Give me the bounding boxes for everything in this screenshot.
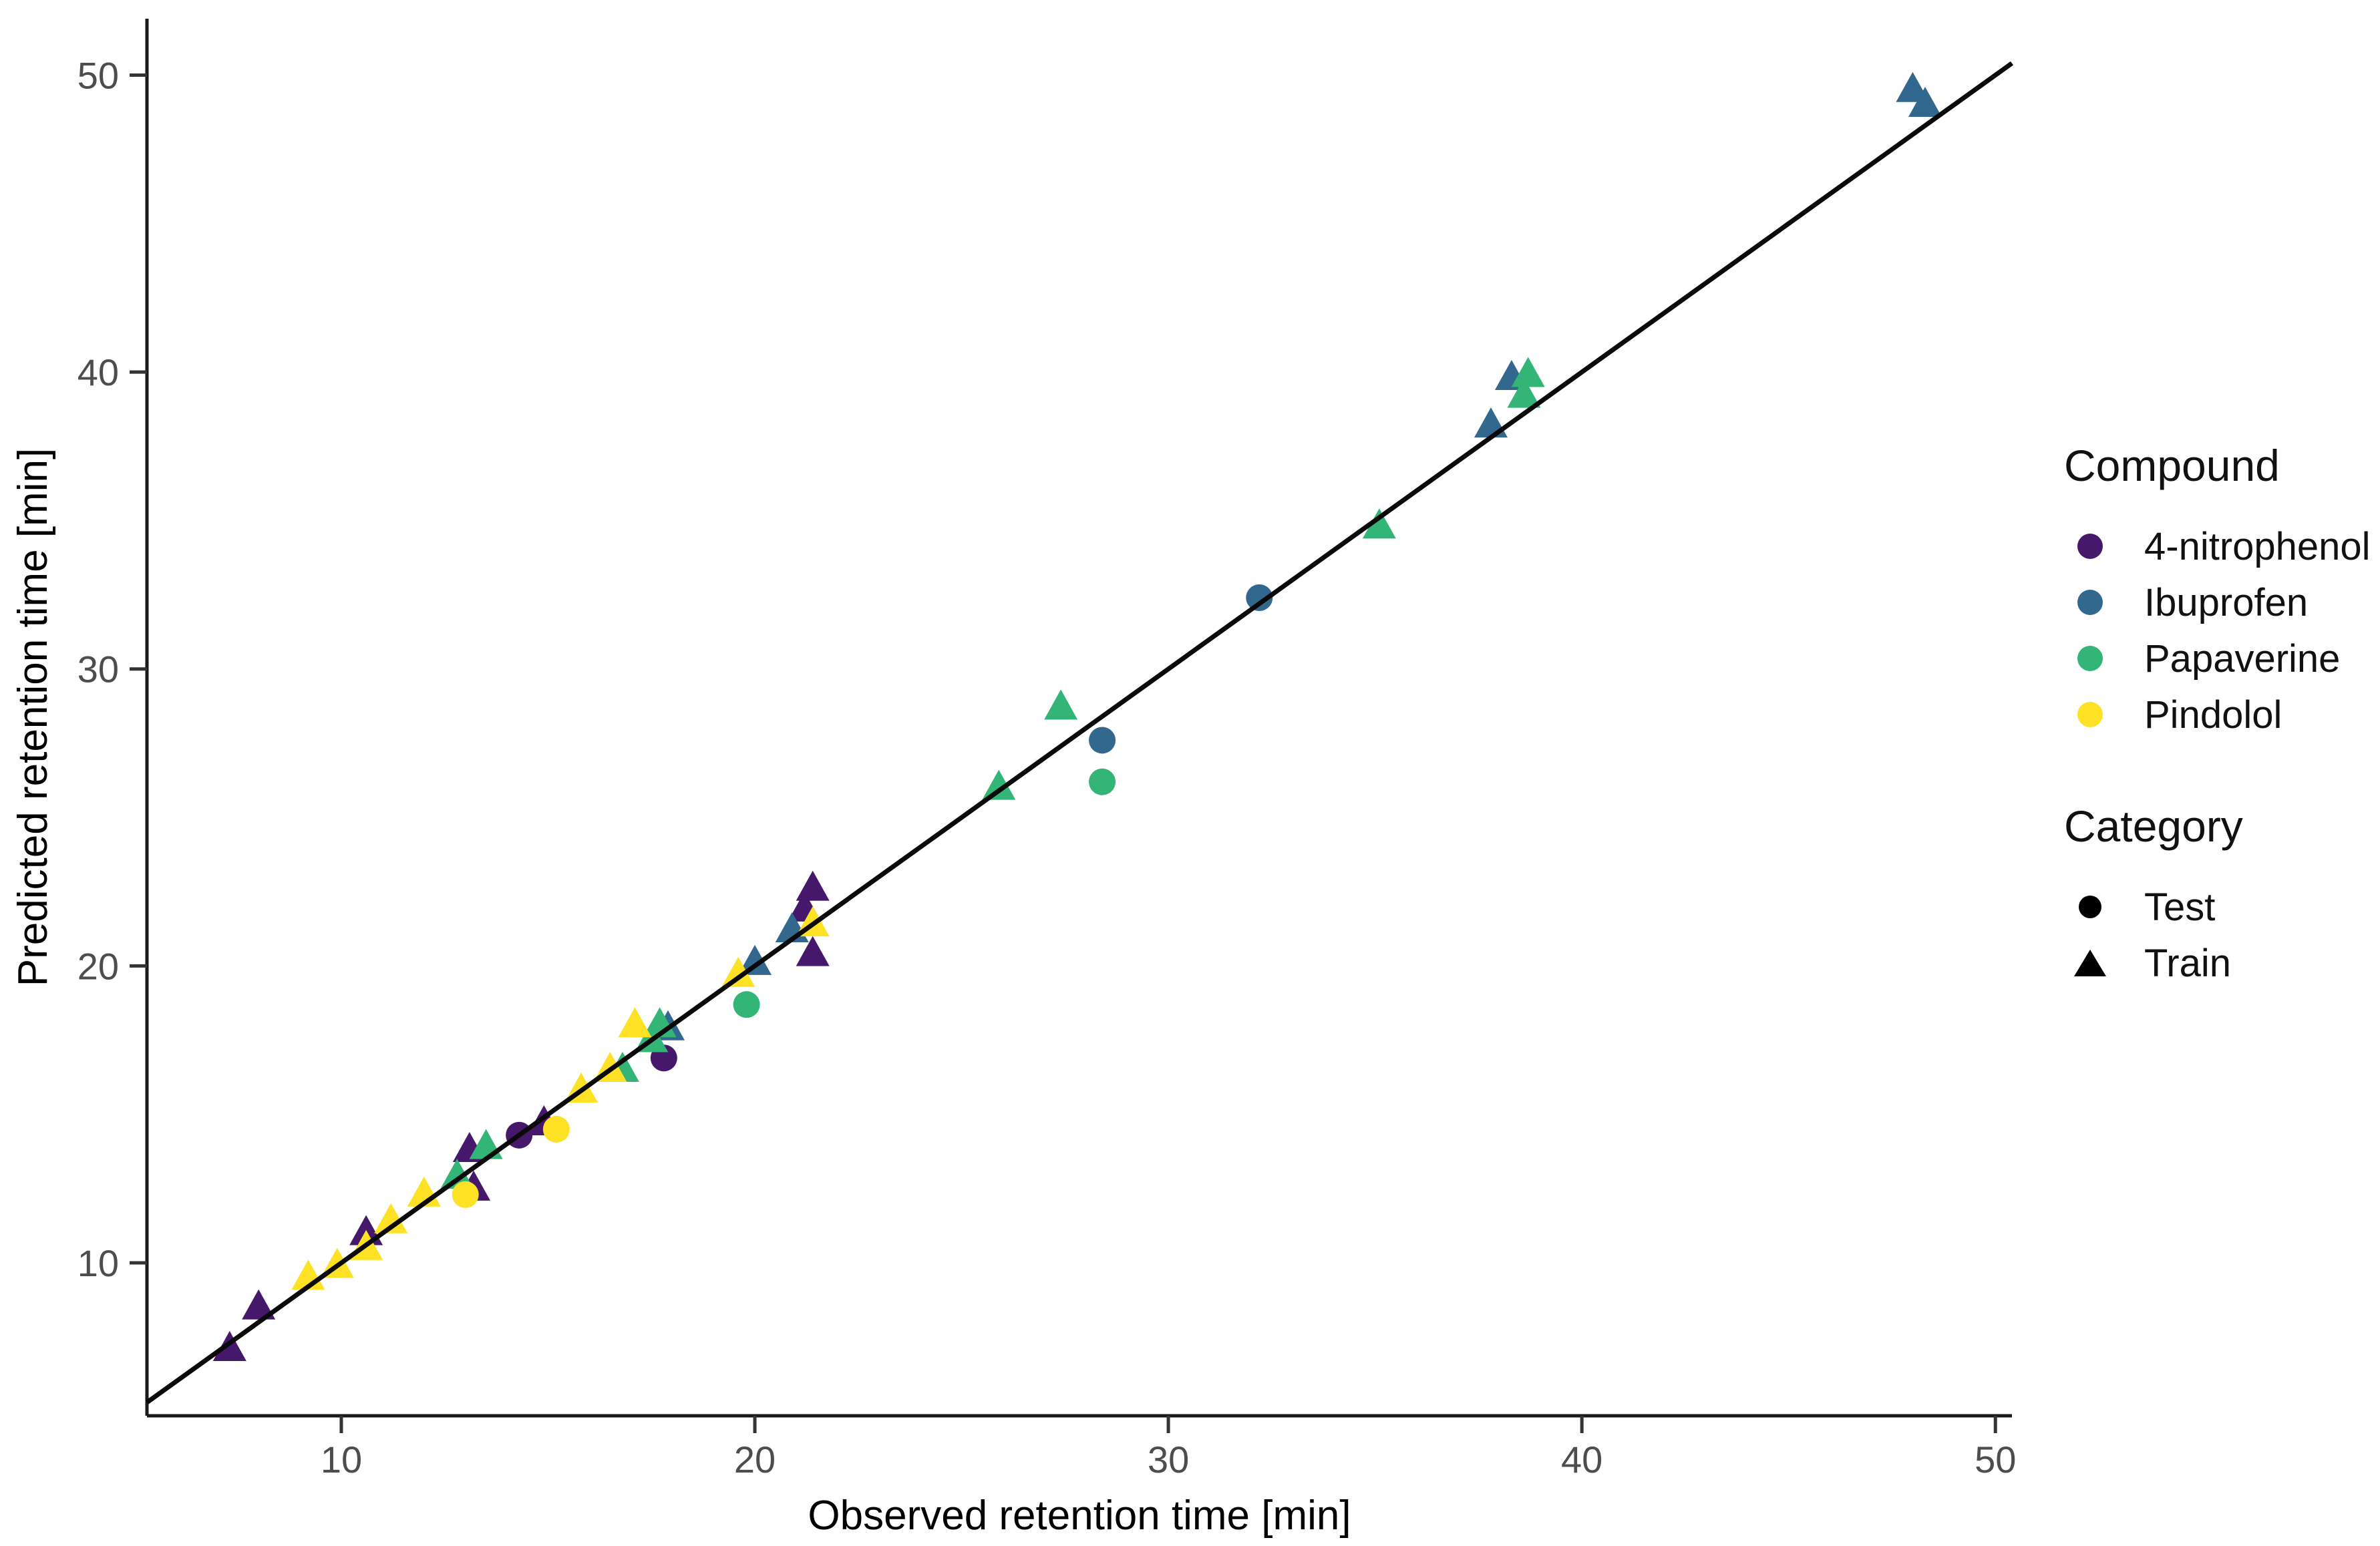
data-point-papaverine-train — [1507, 377, 1541, 408]
data-point-4-nitrophenol-train — [242, 1289, 276, 1320]
y-tick-label: 40 — [77, 351, 119, 393]
y-axis-title: Predicted retention time [min] — [10, 448, 56, 986]
compound-swatch-0 — [2077, 533, 2103, 560]
circle-marker-icon — [2077, 646, 2103, 671]
compound-swatch-1 — [2077, 589, 2103, 616]
data-point-papaverine-test — [1089, 768, 1116, 795]
data-point-papaverine-train — [1362, 508, 1396, 539]
legend-item-pindolol: Pindolol — [2056, 687, 2377, 743]
legend-item-label: Papaverine — [2144, 636, 2341, 681]
y-tick-label: 20 — [77, 945, 119, 987]
legend-item-papaverine: Papaverine — [2056, 630, 2377, 687]
data-point-pindolol-test — [542, 1115, 570, 1143]
category-marker-train — [2074, 950, 2106, 976]
data-point-pindolol-train — [618, 1007, 652, 1038]
data-point-papaverine-train — [982, 769, 1016, 800]
compound-swatch-2 — [2077, 645, 2103, 672]
data-point-papaverine-train — [1044, 689, 1078, 720]
data-point-papaverine-train — [1511, 357, 1545, 387]
plot-legend: Compound 4-nitrophenol Ibuprofen Papaver… — [2056, 443, 2377, 991]
legend-item-4-nitrophenol: 4-nitrophenol — [2056, 518, 2377, 574]
data-point-4-nitrophenol-train — [212, 1330, 246, 1361]
x-tick-label: 20 — [734, 1438, 776, 1481]
y-tick-label: 30 — [77, 648, 119, 691]
x-tick-label: 40 — [1561, 1438, 1602, 1481]
circle-marker-icon — [2077, 534, 2103, 559]
legend-item-label: Ibuprofen — [2144, 580, 2309, 624]
circle-marker-icon — [2077, 590, 2103, 615]
legend-item-ibuprofen: Ibuprofen — [2056, 574, 2377, 630]
x-tick-label: 10 — [321, 1438, 362, 1481]
data-point-4-nitrophenol-train — [796, 870, 830, 901]
triangle-marker-icon — [2074, 950, 2106, 976]
legend-item-label: 4-nitrophenol — [2144, 524, 2371, 568]
data-point-ibuprofen-train — [738, 944, 772, 975]
x-axis-title: Observed retention time [min] — [808, 1493, 1351, 1539]
circle-marker-icon — [2079, 896, 2101, 918]
circle-marker-icon — [2077, 702, 2103, 727]
legend-item-test: Test — [2056, 879, 2377, 935]
compound-swatch-3 — [2077, 701, 2103, 728]
category-marker-test — [2077, 894, 2103, 920]
data-point-pindolol-train — [374, 1203, 408, 1233]
legend-item-label: Test — [2144, 885, 2216, 929]
data-point-ibuprofen-train — [1474, 407, 1508, 438]
data-point-ibuprofen-train — [1908, 86, 1942, 117]
data-point-papaverine-test — [733, 991, 760, 1018]
x-tick-label: 30 — [1148, 1438, 1189, 1481]
data-point-ibuprofen-test — [1246, 584, 1273, 612]
legend-category-title: Category — [2064, 801, 2243, 851]
data-point-ibuprofen-test — [1089, 727, 1116, 754]
legend-item-label: Pindolol — [2144, 693, 2282, 737]
y-tick-label: 50 — [77, 54, 119, 96]
data-point-pindolol-test — [452, 1181, 479, 1208]
legend-item-label: Train — [2144, 941, 2231, 985]
data-point-4-nitrophenol-train — [796, 936, 830, 966]
x-tick-label: 50 — [1975, 1438, 2016, 1481]
identity-line — [145, 61, 2014, 1404]
legend-compound-title: Compound — [2064, 441, 2280, 490]
legend-item-train: Train — [2056, 935, 2377, 991]
data-point-pindolol-train — [721, 956, 755, 987]
y-tick-label: 10 — [77, 1242, 119, 1284]
